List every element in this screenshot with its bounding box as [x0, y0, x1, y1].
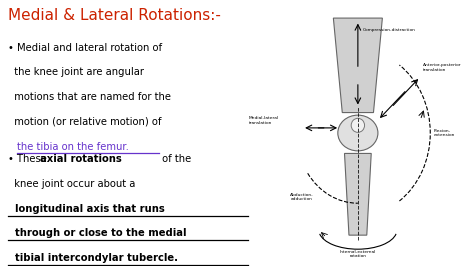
Text: longitudinal axis that runs: longitudinal axis that runs [8, 204, 164, 214]
Text: Medial-lateral
translation: Medial-lateral translation [249, 116, 279, 124]
Text: Anterior-posterior
translation: Anterior-posterior translation [422, 63, 461, 72]
Text: Internal-external
rotation: Internal-external rotation [340, 250, 376, 258]
Text: the tibia on the femur.: the tibia on the femur. [17, 142, 128, 152]
Polygon shape [345, 153, 371, 235]
Text: the knee joint are angular: the knee joint are angular [8, 67, 144, 77]
Text: axial rotations: axial rotations [40, 154, 121, 164]
Text: Medial & Lateral Rotations:-: Medial & Lateral Rotations:- [8, 8, 220, 23]
Text: motion (or relative motion) of: motion (or relative motion) of [8, 117, 161, 127]
Text: of the: of the [159, 154, 191, 164]
Text: • Medial and lateral rotation of: • Medial and lateral rotation of [8, 43, 162, 53]
Text: tibial intercondylar tubercle.: tibial intercondylar tubercle. [8, 253, 178, 263]
Text: motions that are named for the: motions that are named for the [8, 92, 171, 102]
Text: through or close to the medial: through or close to the medial [8, 228, 186, 239]
Text: Compression-distraction: Compression-distraction [362, 28, 415, 32]
Text: Flexion-
extension: Flexion- extension [434, 129, 455, 137]
Text: • These: • These [8, 154, 50, 164]
Ellipse shape [338, 115, 378, 151]
Ellipse shape [351, 118, 365, 132]
Text: Abduction-
adduction: Abduction- adduction [290, 193, 314, 201]
Text: knee joint occur about a: knee joint occur about a [8, 179, 135, 189]
Polygon shape [333, 18, 383, 113]
